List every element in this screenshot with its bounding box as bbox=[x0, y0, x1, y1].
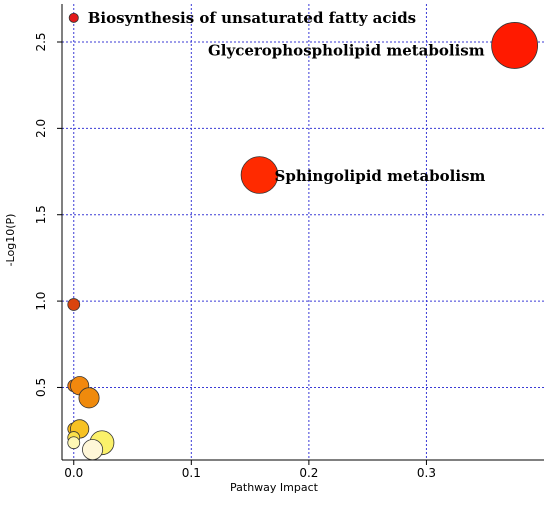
data-point bbox=[78, 387, 100, 409]
x-tick-label: 0.0 bbox=[64, 466, 83, 480]
grid bbox=[62, 4, 544, 460]
data-point bbox=[68, 12, 79, 23]
axes: 0.0 0.1 0.2 0.3 0.5 1.0 1.5 2.0 2.5 bbox=[34, 4, 544, 480]
point-label: Sphingolipid metabolism bbox=[275, 167, 486, 185]
data-point bbox=[491, 22, 539, 69]
point-label: Glycerophospholipid metabolism bbox=[208, 41, 485, 59]
data-points bbox=[67, 12, 539, 461]
x-axis-title: Pathway Impact bbox=[230, 481, 319, 494]
y-tick-label: 1.0 bbox=[34, 292, 48, 311]
y-tick-label: 2.0 bbox=[34, 119, 48, 138]
data-point bbox=[240, 156, 279, 194]
x-tick-label: 0.3 bbox=[417, 466, 436, 480]
x-tick-label: 0.2 bbox=[299, 466, 318, 480]
y-tick-label: 0.5 bbox=[34, 378, 48, 397]
x-tick-label: 0.1 bbox=[182, 466, 201, 480]
y-tick-label: 2.5 bbox=[34, 32, 48, 51]
point-labels: Biosynthesis of unsaturated fatty acids G… bbox=[88, 9, 486, 185]
y-tick-label: 1.5 bbox=[34, 205, 48, 224]
point-label: Biosynthesis of unsaturated fatty acids bbox=[88, 9, 416, 27]
data-point bbox=[67, 298, 81, 311]
data-point bbox=[82, 439, 104, 461]
data-point bbox=[67, 436, 81, 450]
y-axis-title: -Log10(P) bbox=[4, 214, 17, 267]
